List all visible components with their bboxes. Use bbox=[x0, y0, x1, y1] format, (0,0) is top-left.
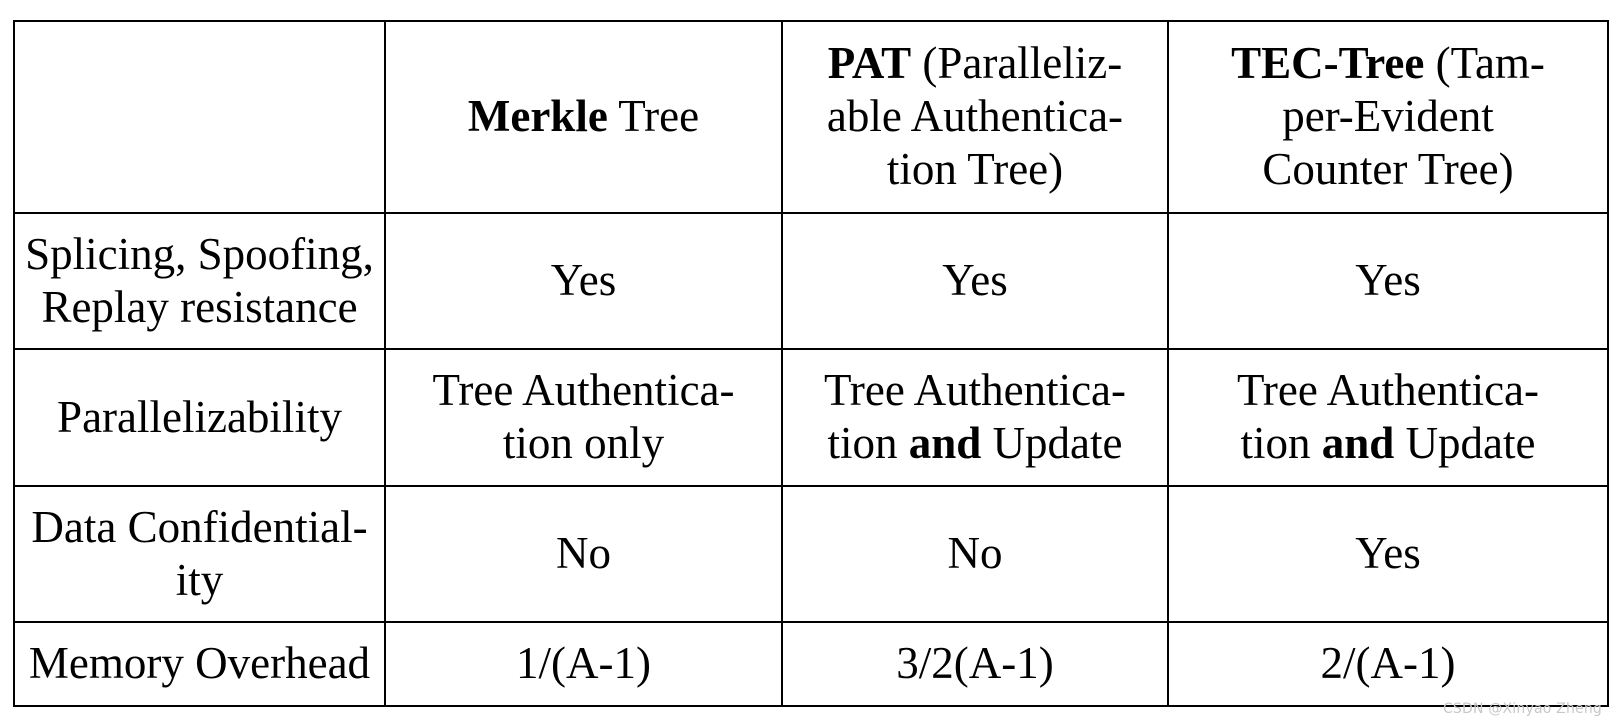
pat-name-rest: (Paralleliz- bbox=[911, 38, 1123, 89]
cell-parallelizability-tec: Tree Authentica- tion and Update bbox=[1167, 348, 1609, 487]
tec-parallel-pre: tion bbox=[1240, 418, 1322, 469]
watermark-text: CSDN @Xinyao Zheng bbox=[1442, 701, 1602, 717]
header-tec-tree: TEC-Tree (Tam- per-Evident Counter Tree) bbox=[1167, 20, 1609, 214]
tec-name-rest: (Tam- bbox=[1424, 38, 1545, 89]
row-label-confidentiality: Data Confidential- ity bbox=[13, 484, 386, 623]
confidentiality-label-line-1: Data Confidential- bbox=[31, 501, 368, 552]
pat-header-line-3: tion Tree) bbox=[886, 144, 1064, 195]
merkle-parallel-line-1: Tree Authentica- bbox=[432, 365, 735, 416]
cell-resistance-tec: Yes bbox=[1167, 211, 1609, 351]
pat-parallel-pre: tion bbox=[827, 418, 909, 469]
tec-header-line-3: Counter Tree) bbox=[1262, 144, 1514, 195]
merkle-name-rest: Tree bbox=[607, 91, 700, 142]
tec-parallel-line-1: Tree Authentica- bbox=[1236, 365, 1539, 416]
pat-header-line-2: able Authentica- bbox=[826, 91, 1124, 142]
comparison-table: Merkle Tree PAT (Paralleliz- able Authen… bbox=[13, 20, 1609, 708]
comparison-table-container: Merkle Tree PAT (Paralleliz- able Authen… bbox=[13, 20, 1609, 708]
resistance-label-line-2: Replay resistance bbox=[41, 281, 358, 332]
cell-confidentiality-tec: Yes bbox=[1167, 484, 1609, 623]
table-row-parallelizability: Parallelizability Tree Authentica- tion … bbox=[13, 348, 1609, 487]
cell-memory-tec: 2/(A-1) bbox=[1167, 620, 1609, 708]
header-row: Merkle Tree PAT (Paralleliz- able Authen… bbox=[13, 20, 1609, 214]
cell-memory-merkle: 1/(A-1) bbox=[384, 620, 783, 708]
tec-parallel-bold: and bbox=[1321, 418, 1395, 469]
cell-confidentiality-merkle: No bbox=[384, 484, 783, 623]
tec-header-line-1: TEC-Tree (Tam- bbox=[1175, 37, 1601, 90]
row-label-memory-overhead: Memory Overhead bbox=[13, 620, 386, 708]
resistance-label-line-1: Splicing, Spoofing, bbox=[25, 228, 374, 279]
table-row-memory-overhead: Memory Overhead 1/(A-1) 3/2(A-1) 2/(A-1) bbox=[13, 620, 1609, 708]
cell-resistance-merkle: Yes bbox=[384, 211, 783, 351]
pat-parallel-line-2: tion and Update bbox=[789, 417, 1161, 470]
row-label-resistance: Splicing, Spoofing, Replay resistance bbox=[13, 211, 386, 351]
cell-parallelizability-pat: Tree Authentica- tion and Update bbox=[781, 348, 1169, 487]
pat-parallel-line-1: Tree Authentica- bbox=[823, 365, 1126, 416]
tec-parallel-line-2: tion and Update bbox=[1175, 417, 1601, 470]
merkle-name-bold: Merkle bbox=[467, 91, 608, 142]
tec-header-line-2: per-Evident bbox=[1282, 91, 1494, 142]
pat-parallel-post: Update bbox=[981, 418, 1123, 469]
table-row-resistance: Splicing, Spoofing, Replay resistance Ye… bbox=[13, 211, 1609, 351]
merkle-parallel-line-2: tion only bbox=[502, 418, 665, 469]
confidentiality-label-line-2: ity bbox=[175, 554, 224, 605]
cell-memory-pat: 3/2(A-1) bbox=[781, 620, 1169, 708]
header-corner-cell bbox=[13, 20, 386, 214]
header-pat: PAT (Paralleliz- able Authentica- tion T… bbox=[781, 20, 1169, 214]
cell-resistance-pat: Yes bbox=[781, 211, 1169, 351]
header-merkle-tree: Merkle Tree bbox=[384, 20, 783, 214]
pat-parallel-bold: and bbox=[908, 418, 982, 469]
pat-header-line-1: PAT (Paralleliz- bbox=[789, 37, 1161, 90]
row-label-parallelizability: Parallelizability bbox=[13, 348, 386, 487]
pat-name-bold: PAT bbox=[827, 38, 912, 89]
cell-parallelizability-merkle: Tree Authentica- tion only bbox=[384, 348, 783, 487]
table-row-confidentiality: Data Confidential- ity No No Yes bbox=[13, 484, 1609, 623]
tec-parallel-post: Update bbox=[1394, 418, 1536, 469]
cell-confidentiality-pat: No bbox=[781, 484, 1169, 623]
tec-name-bold: TEC-Tree bbox=[1231, 38, 1425, 89]
